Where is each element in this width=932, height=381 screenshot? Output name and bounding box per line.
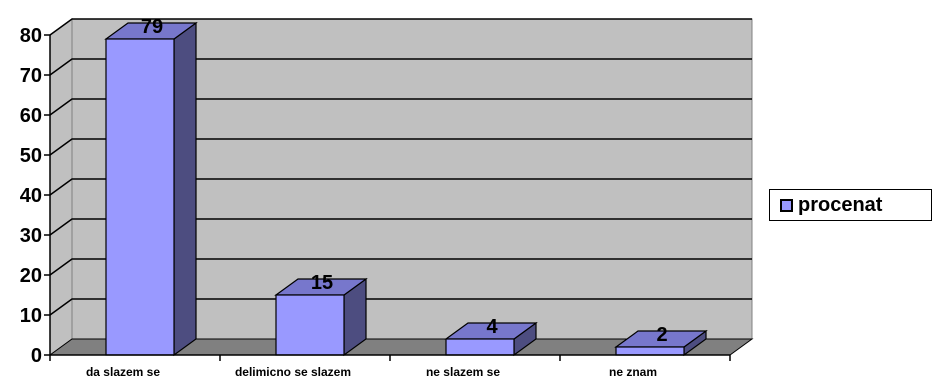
x-tick-label: da slazem se <box>86 365 160 379</box>
axes <box>44 34 731 361</box>
y-tick-label: 30 <box>20 225 42 247</box>
bars <box>104 21 708 357</box>
bar <box>274 277 368 357</box>
gridline <box>49 258 752 276</box>
y-tick-label: 60 <box>20 105 42 127</box>
y-tick-label: 0 <box>31 345 42 367</box>
data-label: 15 <box>311 272 333 294</box>
bar-front <box>105 38 175 356</box>
legend: procenat <box>769 189 932 221</box>
y-tick-label: 80 <box>20 25 42 47</box>
bar <box>104 21 198 357</box>
y-tick-label: 50 <box>20 145 42 167</box>
gridline <box>49 298 752 316</box>
bar <box>614 329 708 357</box>
legend-label: procenat <box>798 193 883 216</box>
y-tick-label: 70 <box>20 65 42 87</box>
bar-front <box>275 294 345 356</box>
data-label: 79 <box>141 16 163 38</box>
x-tick-label: ne znam <box>609 365 657 379</box>
x-tick-label: ne slazem se <box>426 365 500 379</box>
gridline <box>49 178 752 196</box>
bar-front <box>445 338 515 356</box>
data-label: 4 <box>486 316 498 338</box>
bar-front <box>615 346 685 356</box>
y-tick-label: 10 <box>20 305 42 327</box>
data-labels: 79 15 4 2 <box>141 16 668 346</box>
gridline <box>49 58 752 76</box>
bar-side <box>173 21 197 357</box>
data-label: 2 <box>656 324 667 346</box>
gridlines <box>49 18 752 316</box>
x-tick-label: delimicno se slazem <box>235 365 351 379</box>
y-tick-labels: 0 10 20 30 40 50 60 70 80 <box>20 25 42 367</box>
y-tick-label: 20 <box>20 265 42 287</box>
x-tick-labels: da slazem se delimicno se slazem ne slazem… <box>86 365 657 379</box>
legend-swatch <box>780 198 793 212</box>
bar <box>444 321 538 357</box>
gridline <box>49 98 752 116</box>
gridline <box>49 18 752 36</box>
gridline <box>49 138 752 156</box>
gridline <box>49 218 752 236</box>
y-tick-label: 40 <box>20 185 42 207</box>
